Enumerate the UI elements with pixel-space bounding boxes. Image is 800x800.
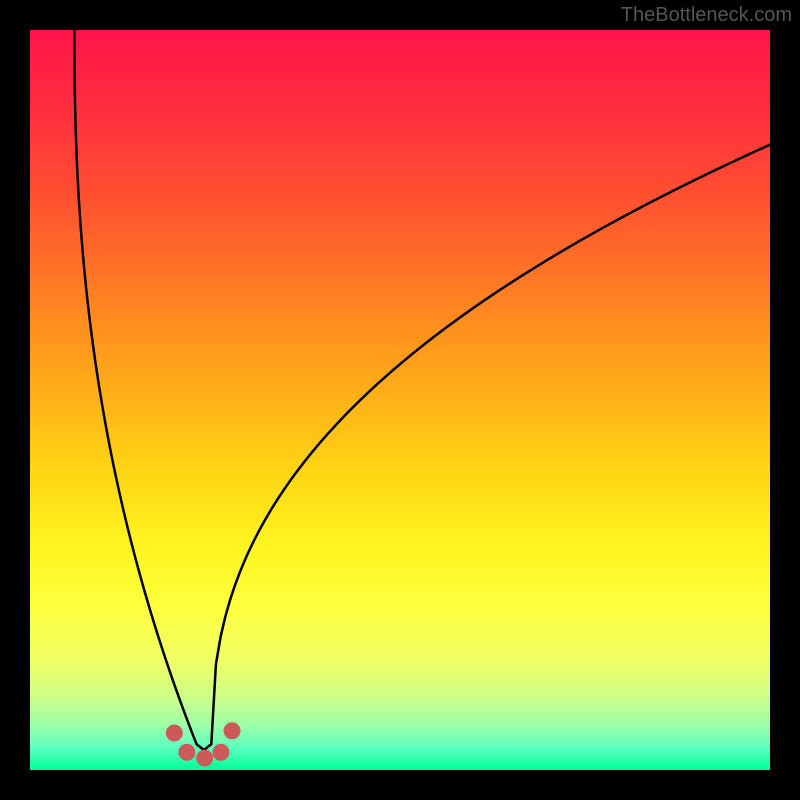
watermark-text: TheBottleneck.com [621,4,792,27]
curve-marker [179,744,195,760]
curve-marker [197,750,213,766]
curve-markers [166,723,240,766]
chart-container: TheBottleneck.com [0,0,800,800]
curve-marker [166,725,182,741]
plot-area [30,30,770,770]
bottleneck-curve [74,30,770,750]
curve-marker [224,723,240,739]
curve-layer [30,30,770,770]
curve-marker [213,744,229,760]
